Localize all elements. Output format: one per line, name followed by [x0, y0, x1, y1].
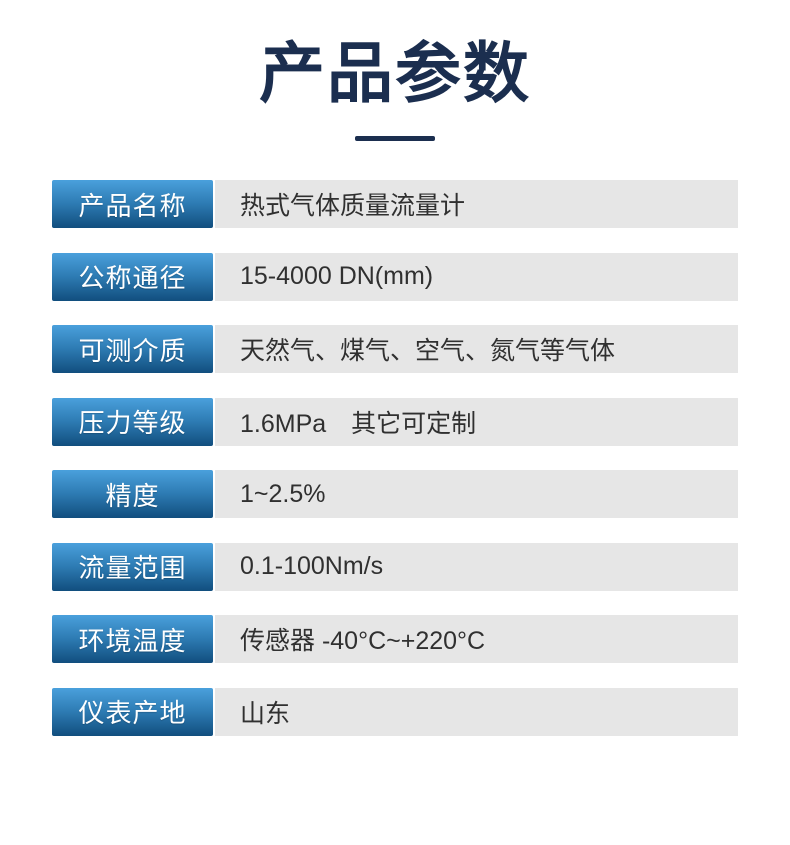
spec-label: 仪表产地 [52, 687, 213, 736]
spec-label: 环境温度 [52, 615, 213, 663]
table-row: 环境温度 传感器 -40°C~+220°C [52, 615, 738, 663]
table-row: 产品名称 热式气体质量流量计 [52, 180, 738, 228]
spec-value: 山东 [215, 687, 738, 736]
spec-label: 产品名称 [52, 180, 213, 228]
spec-value: 15-4000 DN(mm) [215, 252, 738, 301]
spec-value: 传感器 -40°C~+220°C [215, 615, 738, 663]
table-row: 仪表产地 山东 [52, 687, 738, 736]
table-row: 精度 1~2.5% [52, 470, 738, 518]
spec-value: 热式气体质量流量计 [215, 180, 738, 228]
table-row: 公称通径 15-4000 DN(mm) [52, 252, 738, 301]
spec-label: 压力等级 [52, 397, 213, 446]
spec-value: 0.1-100Nm/s [215, 542, 738, 591]
spec-value: 1~2.5% [215, 470, 738, 518]
page-title: 产品参数 [259, 36, 531, 110]
spec-label: 流量范围 [52, 542, 213, 591]
table-row: 压力等级 1.6MPa 其它可定制 [52, 397, 738, 446]
spec-table: 产品名称 热式气体质量流量计 公称通径 15-4000 DN(mm) 可测介质 … [52, 180, 738, 736]
spec-label: 精度 [52, 470, 213, 518]
title-underline-dash [355, 136, 435, 141]
table-row: 可测介质 天然气、煤气、空气、氮气等气体 [52, 325, 738, 373]
spec-label: 可测介质 [52, 325, 213, 373]
spec-value: 天然气、煤气、空气、氮气等气体 [215, 325, 738, 373]
spec-value: 1.6MPa 其它可定制 [215, 397, 738, 446]
spec-label: 公称通径 [52, 252, 213, 301]
table-row: 流量范围 0.1-100Nm/s [52, 542, 738, 591]
page-header: 产品参数 [0, 36, 790, 141]
